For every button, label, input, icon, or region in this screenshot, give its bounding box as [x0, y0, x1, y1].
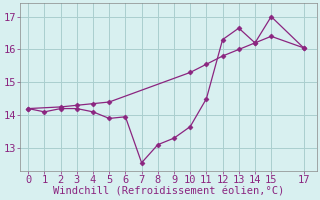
X-axis label: Windchill (Refroidissement éolien,°C): Windchill (Refroidissement éolien,°C) [53, 187, 284, 197]
